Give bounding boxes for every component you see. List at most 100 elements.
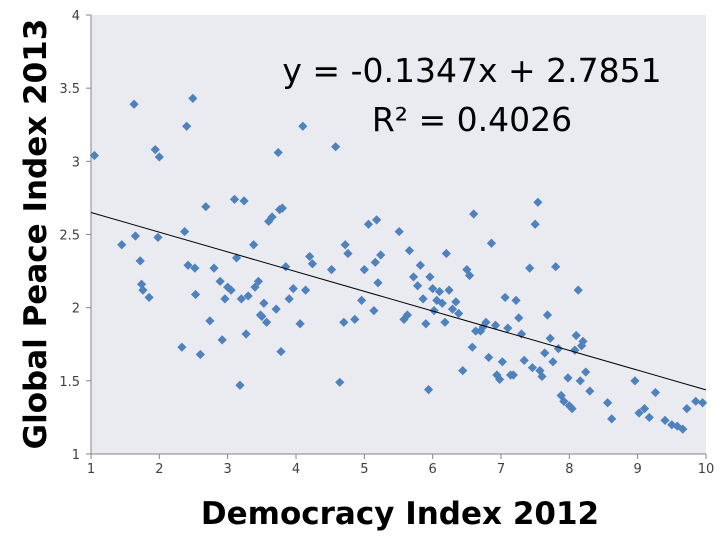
data-point [423,385,434,395]
data-point [150,145,160,155]
data-point [545,333,555,343]
x-tick-label: 8 [565,462,573,477]
data-point [413,281,423,291]
data-point [551,262,561,272]
data-point [357,295,367,305]
data-point [563,373,573,383]
data-point [372,215,382,225]
data-point [508,370,518,380]
data-point [250,282,260,292]
data-point [394,226,404,237]
data-point [525,263,535,273]
y-tick-label: 1 [72,448,80,463]
data-point [239,196,249,206]
data-point [469,209,479,219]
data-point [667,420,677,430]
data-point [154,152,164,162]
data-point [535,365,545,376]
data-point [486,238,497,248]
data-point [205,316,215,326]
data-point [458,365,468,376]
r-squared-label: R² = 0.4026 [372,100,572,139]
data-point [630,376,640,386]
data-point [639,404,650,414]
y-tick-label: 1.5 [59,375,80,390]
data-point [492,370,502,380]
data-point [262,317,272,327]
data-point [201,202,211,212]
data-point [603,398,613,408]
data-point [577,341,587,351]
data-point [402,310,412,320]
data-point [267,212,277,222]
data-point [571,330,581,341]
data-point [298,121,308,131]
data-point [564,401,574,411]
data-point [373,278,383,288]
data-point [370,257,380,267]
data-point [271,304,281,314]
data-point [264,216,274,226]
data-point [284,294,294,304]
data-point [326,265,337,275]
data-point [236,294,246,304]
data-point [514,313,524,323]
data-point [136,279,147,289]
data-point [300,285,311,295]
data-point [678,424,688,434]
data-point [650,387,661,398]
data-point [682,404,692,414]
data-point [530,219,540,229]
data-point [542,310,553,320]
data-point [138,285,148,295]
data-point [481,317,491,327]
data-point [697,398,708,408]
data-point [537,371,547,382]
data-point [182,121,192,131]
data-point [180,226,190,237]
x-tick-label: 4 [292,462,300,477]
data-point [440,317,450,327]
data-point [243,291,253,301]
data-point [672,421,682,431]
data-point [369,305,379,316]
data-point [464,270,475,281]
y-tick-label: 3 [72,155,80,170]
data-point [404,245,415,256]
data-point [516,329,527,339]
data-point [153,232,163,243]
x-tick-label: 2 [155,462,163,477]
data-point [257,311,267,322]
data-point [527,363,538,373]
data-point [484,352,494,363]
data-point [548,357,558,367]
data-point [295,319,305,329]
y-axis-label: Global Peace Index 2013 [18,19,54,450]
data-point [217,335,227,345]
data-point [343,248,353,259]
data-point [307,259,317,269]
x-tick-label: 6 [429,462,437,477]
data-point [660,415,670,425]
data-point [573,285,583,295]
data-point [447,304,458,314]
data-point [607,414,617,424]
data-point [428,284,438,294]
x-tick-labels: 1 2 3 4 5 6 7 8 9 10 [87,454,714,477]
data-point [273,147,283,158]
data-point [425,272,435,282]
y-tick-label: 4 [72,9,80,24]
x-axis-label: Democracy Index 2012 [201,496,599,532]
data-point [644,412,654,423]
data-point [276,346,286,357]
data-point [503,323,513,333]
data-point [288,284,298,294]
data-point [129,99,139,109]
data-point [130,231,141,241]
data-point [467,342,477,352]
data-point [415,260,425,270]
data-point [575,376,585,386]
data-point [253,276,264,286]
x-tick-label: 3 [224,462,232,477]
data-point [437,298,447,308]
